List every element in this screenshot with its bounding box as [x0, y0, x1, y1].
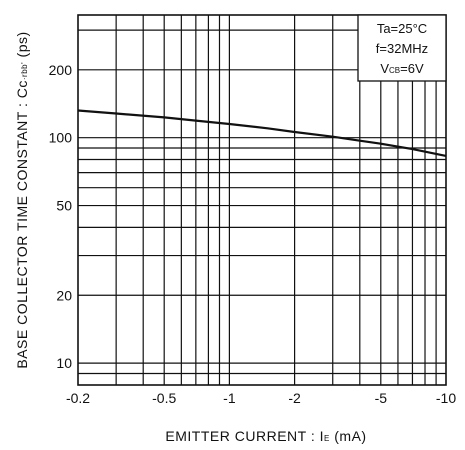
x-tick-label: -0.2 — [66, 390, 90, 406]
condition-temperature: Ta=25°C — [377, 21, 427, 36]
conditions-box: Ta=25°C f=32MHz VCB=6V — [357, 14, 447, 82]
y-tick-label: 100 — [49, 130, 73, 146]
series-curve — [77, 109, 447, 157]
conditions-frame — [357, 14, 447, 82]
x-tick-label: -2 — [288, 390, 301, 406]
x-tick-label: -10 — [436, 390, 456, 406]
x-tick-labels: -0.2 -0.5 -1 -2 -5 -10 — [66, 390, 456, 406]
y-tick-labels: 10 20 50 100 200 — [49, 62, 73, 371]
condition-frequency: f=32MHz — [376, 41, 428, 56]
x-tick-label: -1 — [223, 390, 236, 406]
x-axis-title: EMITTER CURRENT : IE (mA) — [165, 428, 366, 444]
condition-vcb: VCB=6V — [380, 61, 424, 76]
x-tick-label: -5 — [375, 390, 388, 406]
plot-frame — [77, 14, 447, 386]
y-tick-label: 10 — [56, 355, 72, 371]
x-tick-label: -0.5 — [152, 390, 176, 406]
y-tick-label: 50 — [56, 198, 72, 214]
y-axis-title: BASE COLLECTOR TIME CONSTANT : Cc·rbb' (… — [14, 31, 30, 368]
y-tick-label: 200 — [49, 62, 73, 78]
y-tick-label: 20 — [56, 287, 72, 303]
